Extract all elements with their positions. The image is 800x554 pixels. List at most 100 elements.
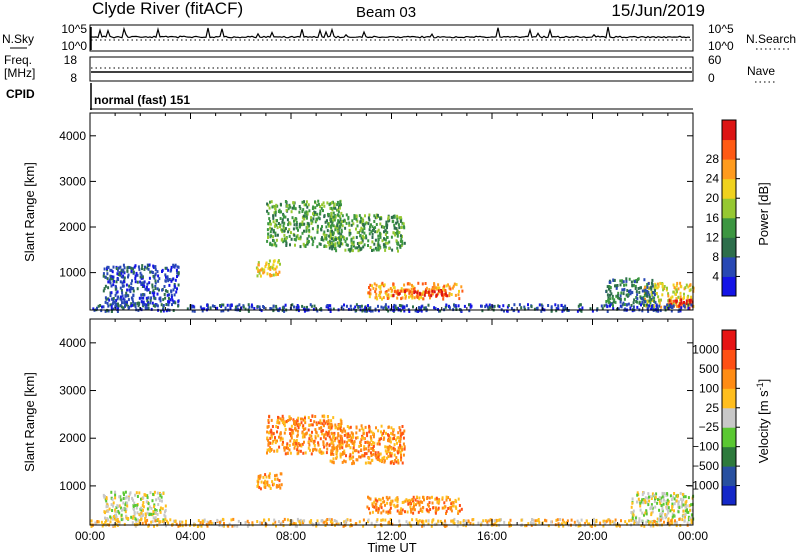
velocity-echo-cell — [288, 427, 291, 431]
power-echo-cell — [162, 304, 165, 307]
power-echo-cell — [145, 285, 148, 289]
power-echo-cell — [147, 264, 150, 267]
velocity-echo-cell — [389, 506, 392, 510]
power-echo-cell — [647, 305, 650, 309]
velocity-echo-cell — [267, 442, 270, 445]
power-echo-cell — [392, 285, 395, 289]
velocity-echo-cell — [669, 509, 672, 513]
power-echo-cell — [677, 287, 680, 291]
power-echo-cell — [110, 275, 113, 278]
power-echo-cell — [117, 304, 120, 308]
power-echo-cell — [329, 310, 332, 313]
velocity-echo-cell — [659, 502, 662, 506]
power-echo-cell — [347, 217, 350, 221]
power-echo-cell — [213, 305, 216, 308]
power-echo-cell — [309, 303, 312, 307]
power-echo-cell — [253, 307, 256, 310]
freq-left-label-1: Freq. — [4, 53, 32, 67]
power-echo-cell — [368, 286, 370, 289]
power-echo-cell — [257, 270, 260, 273]
velocity-echo-cell — [408, 498, 411, 502]
velocity-echo-cell — [456, 520, 459, 523]
power-echo-cell — [382, 296, 385, 300]
power-echo-cell — [127, 275, 129, 279]
power-echo-cell — [260, 268, 262, 272]
velocity-echo-cell — [290, 424, 293, 428]
power-echo-cell — [650, 287, 653, 291]
power-echo-cell — [100, 309, 103, 313]
power-echo-cell — [371, 284, 373, 288]
velocity-echo-cell — [367, 518, 370, 522]
power-echo-cell — [396, 234, 399, 238]
power-echo-cell — [330, 215, 333, 219]
velocity-echo-cell — [119, 498, 122, 502]
power-echo-cell — [282, 226, 285, 230]
velocity-echo-cell — [393, 503, 396, 507]
velocity-echo-cell — [309, 419, 312, 422]
velocity-echo-cell — [353, 440, 356, 444]
velocity-echo-cell — [434, 522, 437, 526]
power-echo-cell — [329, 234, 332, 238]
power-echo-cell — [338, 220, 341, 224]
power-echo-cell — [266, 272, 269, 276]
power-echo-cell — [630, 280, 633, 284]
velocity-echo-cell — [651, 521, 654, 525]
power-echo-cell — [330, 242, 333, 246]
power-echo-cell — [165, 289, 167, 293]
power-echo-cell — [327, 222, 330, 226]
velocity-echo-cell — [323, 415, 326, 419]
velocity-echo-cell — [418, 503, 421, 507]
velocity-echo-cell — [383, 459, 386, 463]
velocity-echo-cell — [580, 518, 583, 522]
colorbar-swatch — [722, 178, 736, 199]
velocity-echo-cell — [138, 513, 141, 517]
power-echo-cell — [348, 228, 351, 232]
velocity-echo-cell — [330, 438, 333, 442]
power-echo-cell — [110, 277, 112, 281]
velocity-echo-cell — [367, 445, 370, 449]
power-echo-cell — [151, 271, 154, 274]
power-echo-cell — [108, 280, 111, 284]
power-echo-cell — [378, 294, 381, 297]
colorbar-swatch — [722, 485, 736, 506]
velocity-echo-cell — [382, 496, 384, 500]
power-echo-cell — [388, 240, 391, 244]
power-echo-cell — [401, 242, 404, 246]
velocity-echo-cell — [418, 496, 421, 500]
velocity-echo-cell — [645, 512, 648, 516]
power-echo-cell — [283, 229, 286, 233]
power-echo-cell — [367, 222, 370, 226]
velocity-echo-cell — [146, 511, 149, 515]
velocity-echo-cell — [148, 512, 151, 516]
velocity-echo-cell — [496, 519, 499, 522]
velocity-echo-cell — [650, 503, 653, 507]
power-echo-cell — [277, 259, 280, 263]
velocity-echo-cell — [650, 513, 653, 517]
power-echo-cell — [274, 210, 277, 214]
power-echo-cell — [131, 279, 133, 283]
velocity-echo-cell — [343, 459, 346, 463]
velocity-echo-cell — [293, 522, 296, 525]
power-echo-cell — [646, 300, 649, 304]
power-echo-cell — [609, 286, 612, 289]
velocity-echo-cell — [631, 517, 634, 521]
velocity-echo-cell — [323, 445, 326, 449]
velocity-echo-cell — [314, 434, 317, 438]
velocity-echo-cell — [106, 503, 109, 507]
power-echo-cell — [275, 307, 278, 311]
power-echo-cell — [399, 219, 402, 223]
velocity-echo-cell — [341, 452, 344, 456]
power-echo-cell — [368, 295, 371, 299]
power-echo-cell — [312, 205, 315, 209]
power-echo-cell — [270, 274, 273, 277]
velocity-echo-cell — [339, 424, 342, 428]
velocity-echo-cell — [637, 497, 640, 501]
power-echo-cell — [276, 219, 278, 223]
velocity-echo-cell — [138, 521, 141, 525]
velocity-echo-cell — [374, 451, 377, 455]
power-echo-cell — [324, 233, 327, 237]
velocity-echo-cell — [299, 522, 302, 526]
velocity-echo-cell — [679, 497, 682, 501]
power-echo-cell — [646, 285, 649, 289]
power-echo-cell — [295, 223, 298, 227]
